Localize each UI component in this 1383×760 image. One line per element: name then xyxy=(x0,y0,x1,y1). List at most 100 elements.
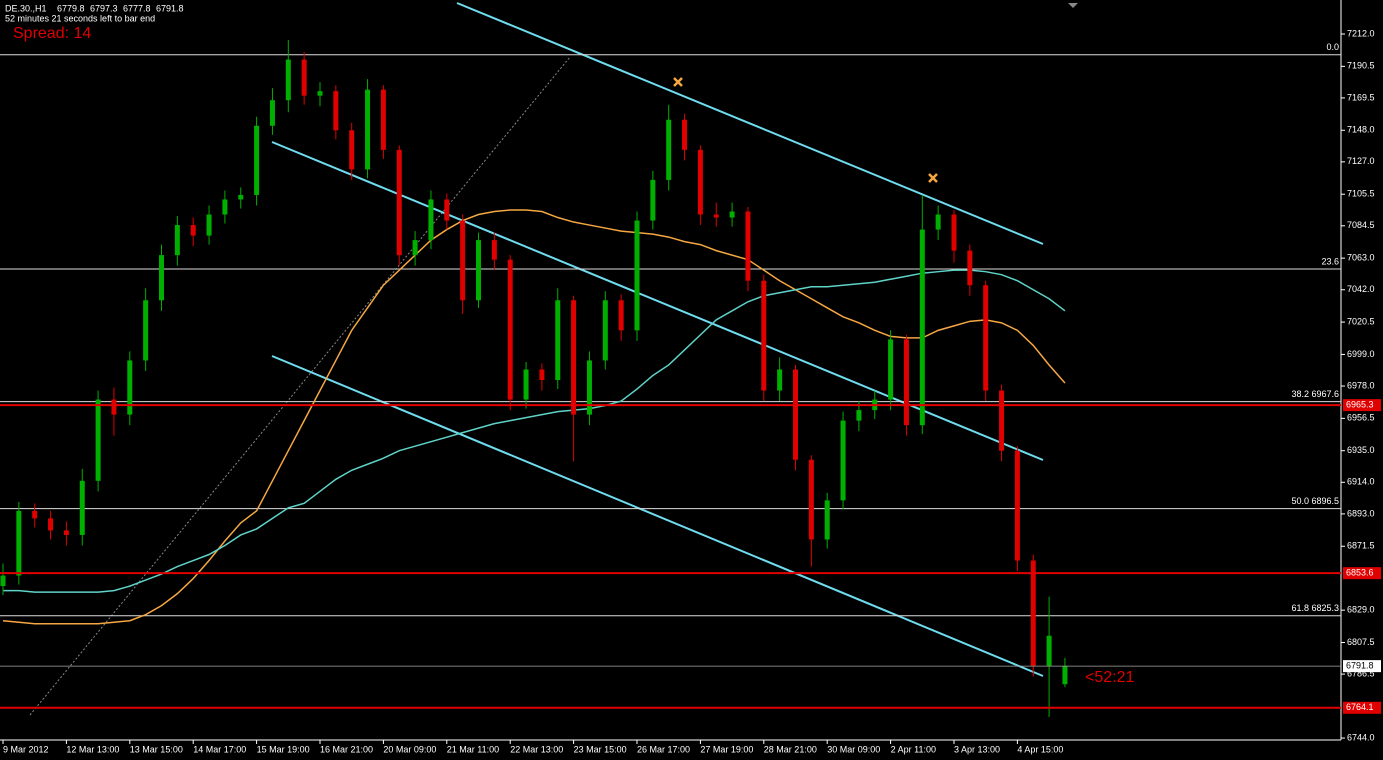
x-tick-label: 9 Mar 2012 xyxy=(3,744,49,754)
y-tick-label: 7063.0 xyxy=(1347,253,1375,263)
candle-body xyxy=(571,300,577,415)
price-level-label: 6965.3 xyxy=(1346,400,1374,410)
candle-body xyxy=(476,240,481,301)
candle-body xyxy=(999,390,1005,451)
y-tick-label: 7020.5 xyxy=(1347,316,1375,326)
candle-body xyxy=(761,280,767,391)
candle-body xyxy=(682,119,688,150)
y-tick-label: 7190.5 xyxy=(1347,61,1375,71)
candle-body xyxy=(618,300,624,331)
candle-body xyxy=(919,229,925,426)
candle-body xyxy=(380,89,386,150)
moving-average xyxy=(3,269,1066,593)
y-tick-label: 7212.0 xyxy=(1347,28,1375,38)
x-tick-label: 4 Apr 15:00 xyxy=(1017,744,1063,754)
candle-body xyxy=(16,510,22,576)
price-level-label: 6764.1 xyxy=(1346,702,1374,712)
candle-body xyxy=(840,420,846,501)
price-level-box xyxy=(1343,701,1381,714)
bar-high: 6797.3 xyxy=(90,3,118,13)
candle-body xyxy=(888,339,894,400)
candle-body xyxy=(903,339,909,426)
y-tick-label: 6829.0 xyxy=(1347,605,1375,615)
x-tick-label: 14 Mar 17:00 xyxy=(193,744,246,754)
fib-label: 38.2 6967.6 xyxy=(1291,389,1339,399)
candle-body xyxy=(1062,666,1068,685)
candle-body xyxy=(824,500,830,540)
fib-label: 50.0 6896.5 xyxy=(1291,496,1339,506)
y-tick-label: 7084.5 xyxy=(1347,220,1375,230)
timer-text: 52 minutes 21 seconds left to bar end xyxy=(5,13,155,23)
candle-body xyxy=(79,480,85,535)
current-price-label: 6791.8 xyxy=(1346,661,1374,671)
candle-body xyxy=(713,214,719,218)
x-tick-label: 26 Mar 17:00 xyxy=(637,744,690,754)
candle-body xyxy=(32,510,38,519)
candle-body xyxy=(254,125,260,195)
candle-body xyxy=(190,225,196,236)
shift-marker xyxy=(1068,3,1078,8)
candle-body xyxy=(586,360,592,415)
fib-label: 23.6 xyxy=(1321,256,1339,266)
x-tick-label: 12 Mar 13:00 xyxy=(66,744,119,754)
bar-open: 6779.8 xyxy=(57,3,85,13)
candle-body xyxy=(793,369,798,460)
candle-body xyxy=(412,240,418,256)
x-tick-label: 22 Mar 13:00 xyxy=(510,744,563,754)
y-tick-label: 6999.0 xyxy=(1347,349,1375,359)
y-tick-label: 7105.5 xyxy=(1347,189,1375,199)
candle-body xyxy=(333,91,339,131)
x-tick-label: 21 Mar 11:00 xyxy=(447,744,499,754)
candle-body xyxy=(1014,450,1020,561)
candle-body xyxy=(650,179,656,221)
y-tick-label: 6786.5 xyxy=(1347,668,1375,678)
moving-average xyxy=(2,209,1066,625)
candle-body xyxy=(143,300,149,361)
candle-body xyxy=(174,225,180,256)
y-tick-label: 6744.0 xyxy=(1347,732,1375,742)
y-tick-label: 7042.0 xyxy=(1347,284,1375,294)
countdown-text: <52:21 xyxy=(1085,669,1134,686)
candle-body xyxy=(634,220,640,331)
candle-body xyxy=(951,214,957,251)
y-tick-label: 6893.0 xyxy=(1347,508,1375,518)
x-tick-label: 3 Apr 13:00 xyxy=(954,744,1000,754)
spread-text: Spread: 14 xyxy=(13,25,91,42)
candle-body xyxy=(444,199,450,221)
y-tick-label: 6807.5 xyxy=(1347,637,1375,647)
x-tick-label: 15 Mar 19:00 xyxy=(257,744,310,754)
candle-body xyxy=(602,300,608,361)
candle-body xyxy=(63,530,69,535)
fractal-marker xyxy=(928,173,938,183)
y-tick-label: 7169.5 xyxy=(1347,92,1375,102)
channel-line xyxy=(456,2,1044,245)
candle-body xyxy=(539,369,545,381)
price-level-box xyxy=(1343,567,1381,580)
x-tick-label: 13 Mar 15:00 xyxy=(130,744,183,754)
candle-body xyxy=(983,285,989,391)
fib-label: 61.8 6825.3 xyxy=(1291,603,1339,613)
y-tick-label: 6871.5 xyxy=(1347,541,1375,551)
candle-body xyxy=(349,130,355,170)
candle-body xyxy=(697,149,703,215)
fib-label: 0.0 xyxy=(1326,42,1339,52)
candle-body xyxy=(48,518,54,531)
price-level-label: 6853.6 xyxy=(1346,568,1374,578)
candle-body xyxy=(1030,560,1036,666)
candle-body xyxy=(523,369,529,400)
candle-body xyxy=(666,119,672,180)
candle-body xyxy=(460,220,466,301)
fib-trend-line xyxy=(29,56,571,716)
candle-body xyxy=(317,91,323,96)
candle-body xyxy=(428,199,434,241)
candle-body xyxy=(967,250,973,286)
candle-body xyxy=(507,259,513,400)
candle-body xyxy=(808,459,814,540)
y-tick-label: 6914.0 xyxy=(1347,477,1375,487)
candle-body xyxy=(285,59,291,101)
candle-body xyxy=(95,399,101,481)
candle-body xyxy=(729,211,735,218)
x-tick-label: 27 Mar 19:00 xyxy=(700,744,753,754)
